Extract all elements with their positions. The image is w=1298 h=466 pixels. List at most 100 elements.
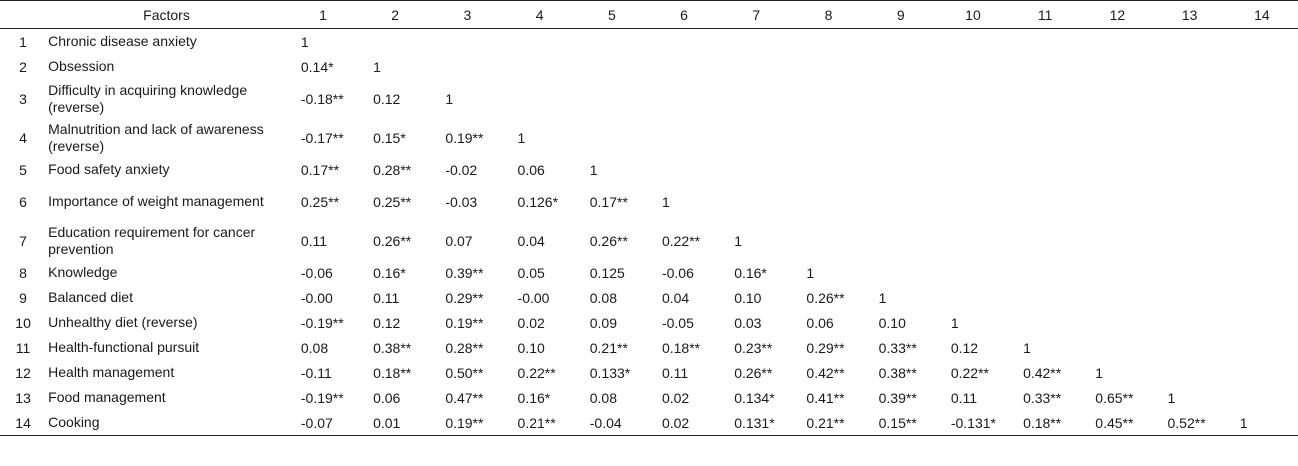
- factor-name: Malnutrition and lack of awareness (reve…: [48, 120, 264, 154]
- correlation-cell: -0.18**: [300, 90, 344, 107]
- correlation-cell: 0.04: [517, 232, 545, 249]
- header-col-4: 4: [503, 0, 576, 29]
- correlation-cell: 0.25**: [373, 193, 412, 210]
- correlation-cell: [504, 29, 576, 55]
- correlation-cell: 0.17**: [300, 161, 340, 178]
- factor-name: Health management: [48, 364, 175, 380]
- correlation-cell: [648, 29, 720, 55]
- correlation-cell: [576, 54, 648, 79]
- correlation-cell: 0.45**: [1081, 410, 1154, 436]
- correlation-cell: [937, 260, 1009, 285]
- correlation-cell: 0.08: [300, 339, 329, 356]
- correlation-cell: 0.23**: [734, 339, 773, 356]
- correlation-cell: -0.04: [575, 410, 648, 436]
- factor-name: Education requirement for cancer prevent…: [48, 223, 256, 257]
- correlation-cell: [1226, 310, 1298, 335]
- correlation-cell: -0.19**: [300, 389, 344, 406]
- correlation-cell: -0.07: [286, 410, 360, 436]
- correlation-cell: 0.42**: [1023, 364, 1062, 381]
- correlation-cell: 0.50**: [445, 364, 484, 381]
- correlation-cell: [1081, 118, 1153, 157]
- correlation-cell: [792, 221, 864, 260]
- correlation-cell: 0.65**: [1095, 389, 1134, 406]
- header-col-13: 13: [1153, 0, 1226, 29]
- header-col-2: 2: [359, 0, 432, 29]
- correlation-cell: 0.06: [517, 161, 545, 178]
- table-row: 3 Difficulty in acquiring knowledge (reve…: [0, 79, 1298, 118]
- header-factors: Factors: [46, 0, 287, 29]
- correlation-cell: 0.16*: [517, 389, 551, 406]
- correlation-cell: [1081, 182, 1153, 221]
- correlation-cell: [937, 79, 1009, 118]
- correlation-cell: 0.11: [300, 232, 328, 249]
- correlation-cell: 0.21**: [792, 410, 865, 436]
- correlation-cell: 1: [445, 90, 454, 107]
- correlation-cell: 0.08: [589, 389, 617, 406]
- correlation-cell: 1: [1095, 364, 1104, 381]
- correlation-cell: 1: [806, 264, 815, 281]
- correlation-cell: -0.00: [300, 289, 333, 306]
- correlation-cell: 1: [1167, 389, 1176, 406]
- correlation-cell: 0.22**: [517, 364, 556, 381]
- correlation-cell: 0.09: [589, 314, 617, 331]
- table-row: 12 Health management -0.11 0.18** 0.50** 0.22…: [0, 360, 1298, 385]
- correlation-cell: 0.26**: [589, 232, 628, 249]
- correlation-cell: 0.19**: [445, 129, 484, 146]
- correlation-cell: 1: [1225, 410, 1298, 436]
- correlation-cell: [937, 221, 1009, 260]
- row-number: 12: [15, 364, 31, 381]
- correlation-cell: [1081, 310, 1153, 335]
- correlation-cell: [1009, 260, 1081, 285]
- correlation-cell: 1: [878, 289, 887, 306]
- header-col-7: 7: [720, 0, 793, 29]
- correlation-cell: 0.22**: [950, 364, 989, 381]
- correlation-cell: 0.26**: [373, 232, 412, 249]
- factor-name: Importance of weight management: [48, 193, 264, 209]
- correlation-cell: 1: [589, 161, 598, 178]
- correlation-cell: 0.38**: [878, 364, 917, 381]
- header-col-5: 5: [575, 0, 648, 29]
- correlation-cell: -0.06: [661, 264, 694, 281]
- header-col-8: 8: [792, 0, 865, 29]
- correlation-cell: [865, 29, 937, 55]
- correlation-cell: [648, 157, 720, 182]
- correlation-cell: [359, 29, 431, 55]
- correlation-cell: [648, 118, 720, 157]
- row-number: 4: [19, 129, 27, 146]
- correlation-cell: 1: [734, 232, 742, 249]
- correlation-cell: [720, 182, 792, 221]
- row-number: 13: [15, 389, 31, 406]
- correlation-cell: [792, 118, 864, 157]
- correlation-cell: 0.03: [734, 314, 762, 331]
- correlation-cell: [1081, 221, 1153, 260]
- correlation-cell: [1226, 54, 1298, 79]
- correlation-cell: [1226, 221, 1298, 260]
- correlation-cell: -0.11: [300, 364, 332, 381]
- factor-name: Health-functional pursuit: [48, 339, 200, 355]
- correlation-cell: [1154, 118, 1226, 157]
- correlation-cell: 0.06: [373, 389, 401, 406]
- factor-name: Chronic disease anxiety: [48, 33, 197, 49]
- correlation-cell: 0.06: [806, 314, 834, 331]
- row-number: 8: [19, 264, 27, 281]
- correlation-cell: 0.39**: [445, 264, 484, 281]
- correlation-cell: 0.15**: [864, 410, 937, 436]
- table-row: 7 Education requirement for cancer preven…: [0, 221, 1298, 260]
- correlation-cell: [1154, 29, 1226, 55]
- correlation-cell: 0.10: [517, 339, 545, 356]
- correlation-cell: [865, 118, 937, 157]
- correlation-cell: 0.11: [661, 364, 689, 381]
- correlation-cell: [1154, 260, 1226, 285]
- correlation-cell: [720, 79, 792, 118]
- correlation-cell: 0.10: [734, 289, 762, 306]
- correlation-cell: [576, 118, 648, 157]
- correlation-cell: -0.131*: [936, 410, 1010, 436]
- correlation-cell: [1009, 118, 1081, 157]
- table-row: 11 Health-functional pursuit 0.08 0.38** 0.2…: [0, 335, 1298, 360]
- correlation-cell: 0.16*: [734, 264, 767, 281]
- correlation-cell: [1226, 385, 1298, 410]
- correlation-cell: 0.126*: [517, 193, 559, 210]
- correlation-cell: 0.17**: [589, 193, 628, 210]
- correlation-cell: [792, 157, 864, 182]
- correlation-cell: [865, 79, 937, 118]
